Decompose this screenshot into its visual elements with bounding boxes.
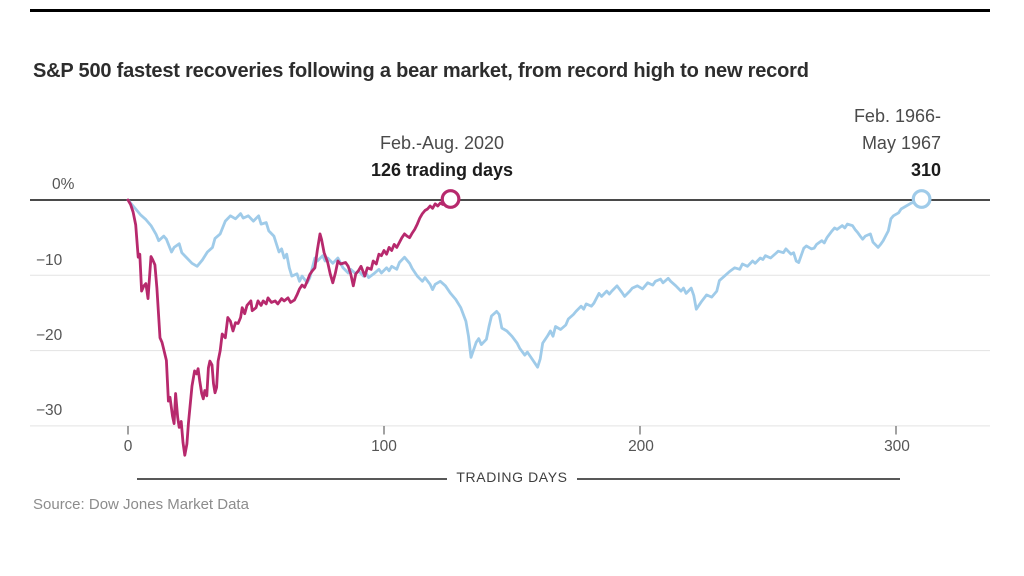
annotation-2020-days: 126 trading days <box>370 160 514 180</box>
x-axis-label-100: 100 <box>371 438 397 455</box>
annotation-2020-dates: Feb.-Aug. 2020 <box>379 133 505 153</box>
x-axis-title-rule-right <box>577 478 900 480</box>
annotation-2020: Feb.-Aug. 2020 126 trading days <box>317 130 567 184</box>
series-line <box>126 198 453 457</box>
x-axis-title-rule-left <box>137 478 447 480</box>
x-axis-label-0: 0 <box>123 438 133 455</box>
y-axis-label-30: −30 <box>36 402 63 419</box>
annotation-1966-days: 310 <box>910 160 941 180</box>
source-attribution: Source: Dow Jones Market Data <box>33 496 249 513</box>
y-axis-label-0: 0% <box>52 176 75 193</box>
y-axis-label-20: −20 <box>36 327 63 344</box>
y-axis-label-10: −10 <box>36 252 63 269</box>
x-axis-title: TRADING DAYS <box>456 469 568 485</box>
recovery-end-marker <box>911 189 932 209</box>
annotation-1966-dates-line2: May 1967 <box>861 133 941 153</box>
annotation-1966: Feb. 1966- May 1967 310 <box>741 103 941 184</box>
x-axis-label-200: 200 <box>628 438 654 455</box>
chart-title: S&P 500 fastest recoveries following a b… <box>33 60 809 82</box>
top-rule-divider <box>30 9 990 12</box>
annotation-1966-dates-line1: Feb. 1966- <box>853 106 941 126</box>
recovery-end-marker <box>440 189 461 209</box>
series-line <box>126 198 923 369</box>
x-axis-label-300: 300 <box>884 438 910 455</box>
